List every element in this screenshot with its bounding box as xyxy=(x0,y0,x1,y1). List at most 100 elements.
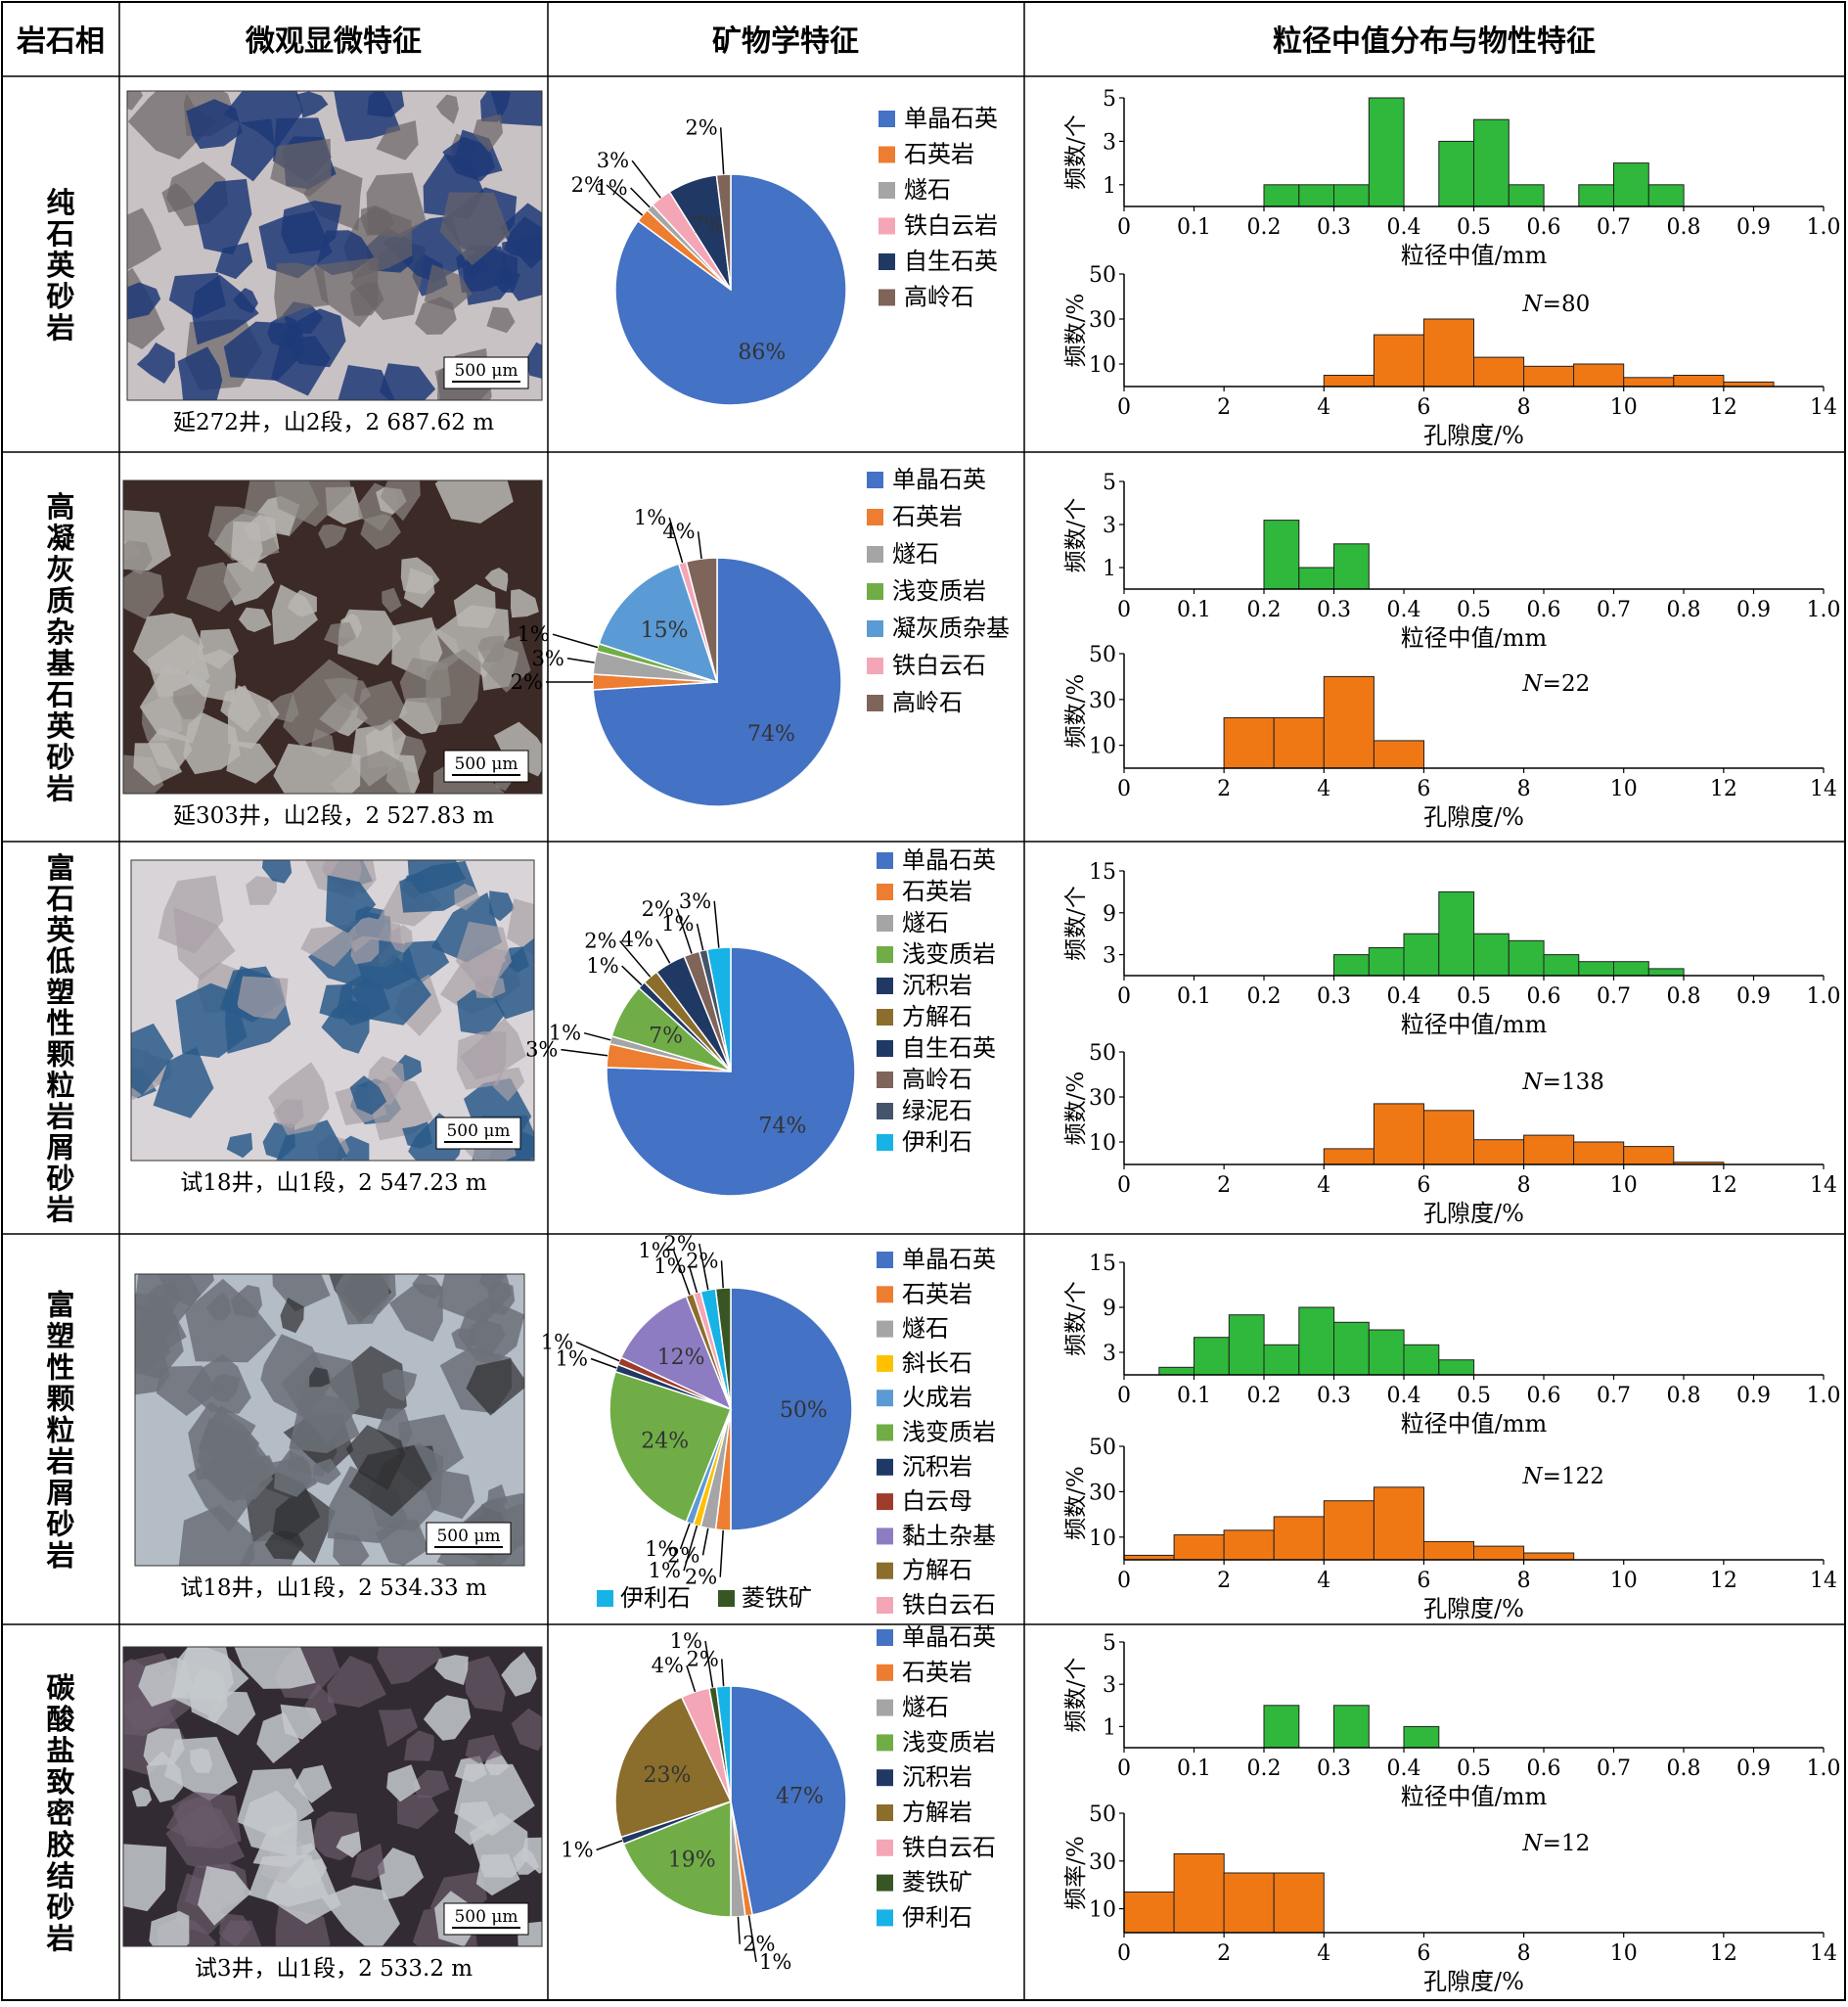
legend-label: 高岭石 xyxy=(892,689,963,716)
legend-swatch-铁白云石 xyxy=(867,658,883,674)
pie-value-label: 1% xyxy=(759,1950,791,1974)
x-tick-label: 4 xyxy=(1317,1941,1330,1966)
legend-swatch-单晶石英 xyxy=(877,1252,893,1268)
mineral-grain xyxy=(466,1358,524,1416)
x-tick-label: 0.7 xyxy=(1597,984,1631,1009)
mineral-grain xyxy=(309,1367,331,1388)
legend-label: 方解岩 xyxy=(902,1799,972,1826)
legend-swatch-火成岩 xyxy=(877,1390,893,1407)
mineral-grain xyxy=(178,1505,255,1566)
legend-swatch-浅变质岩 xyxy=(877,1424,893,1441)
legend-label: 高岭石 xyxy=(904,284,974,311)
x-tick-label: 0.6 xyxy=(1527,1756,1561,1781)
pie-value-label: 1% xyxy=(654,1254,686,1278)
pie-value-label: 7% xyxy=(649,1025,683,1049)
pie-value-label: 1% xyxy=(556,1347,588,1371)
y-tick-label: 1 xyxy=(1103,557,1116,581)
x-tick-label: 8 xyxy=(1517,1941,1531,1966)
facies-char: 砂 xyxy=(46,1508,74,1541)
x-tick-label: 0 xyxy=(1117,1756,1131,1781)
histogram-bar xyxy=(1623,1146,1675,1165)
facies-char: 石 xyxy=(45,678,74,711)
mineral-grain xyxy=(470,1318,506,1357)
facies-char: 英 xyxy=(46,709,75,743)
legend-label: 燧石 xyxy=(902,1694,949,1721)
histogram-bar xyxy=(1323,675,1375,769)
histogram-bar xyxy=(1523,1552,1575,1561)
mineral-grain xyxy=(473,114,503,153)
mineral-grain xyxy=(325,875,377,934)
legend-label: 白云母 xyxy=(902,1487,972,1515)
legend-swatch-伊利石 xyxy=(877,1134,893,1151)
mineral-grain xyxy=(422,1469,475,1520)
y-tick-label: 30 xyxy=(1089,1481,1116,1505)
histogram-bar xyxy=(1263,184,1300,207)
mineral-grain xyxy=(404,1730,434,1761)
x-tick-label: 0.8 xyxy=(1667,598,1701,622)
facies-char: 密 xyxy=(46,1797,74,1830)
y-tick-label: 10 xyxy=(1089,1527,1116,1551)
y-tick-label: 15 xyxy=(1089,860,1116,885)
legend-label: 燧石 xyxy=(904,176,951,204)
x-tick-label: 0.3 xyxy=(1317,984,1351,1009)
mineral-grain xyxy=(424,264,473,310)
porosity-histogram-5: 10 30 50 0 2 4 6 8 10 12 14 孔隙度/% 频率/% N=12 xyxy=(1063,1802,1837,1995)
porosity-histogram-4: 10 30 50 0 2 4 6 8 10 12 14 孔隙度/% 频数/% N=122 xyxy=(1063,1436,1837,1622)
x-tick-label: 2 xyxy=(1217,1569,1231,1593)
facies-char: 凝 xyxy=(46,522,75,555)
mineral-grain xyxy=(513,1847,539,1875)
pie-value-label: 1% xyxy=(638,1239,670,1262)
x-tick-label: 0 xyxy=(1117,395,1131,420)
mineral-grain xyxy=(323,677,372,711)
pie-value-label: 19% xyxy=(668,1848,716,1873)
y-axis-label: 频数/% xyxy=(1063,674,1089,749)
pie-leader-line xyxy=(704,1640,714,1688)
mineral-grain xyxy=(460,1018,526,1080)
histogram-bar xyxy=(1273,1872,1325,1934)
x-tick-label: 0.4 xyxy=(1387,215,1421,240)
pie-value-label: 86% xyxy=(738,341,786,365)
pie-leader-line xyxy=(688,1265,699,1294)
mineral-grain xyxy=(264,1530,304,1560)
micrograph-frame xyxy=(130,859,535,1162)
legend-swatch-方解岩 xyxy=(877,1804,893,1821)
histogram-bar xyxy=(1368,97,1405,207)
x-tick-label: 0.8 xyxy=(1667,215,1701,240)
histogram-bar xyxy=(1333,954,1370,977)
y-tick-label: 30 xyxy=(1089,689,1116,713)
scale-bar-box xyxy=(435,1117,521,1150)
legend-swatch-高岭石 xyxy=(867,695,883,711)
facies-char: 颗 xyxy=(46,1037,74,1071)
y-tick-label: 10 xyxy=(1089,353,1116,378)
x-tick-label: 0.9 xyxy=(1736,1756,1771,1781)
y-axis-label: 频数/个 xyxy=(1063,1281,1089,1356)
y-axis-label: 频数/% xyxy=(1063,294,1089,368)
legend-swatch-沉积岩 xyxy=(877,978,893,994)
legend-label: 火成岩 xyxy=(902,1384,972,1411)
pie-leader-line xyxy=(737,1916,741,1944)
histogram-bar xyxy=(1223,717,1275,769)
histogram-bar xyxy=(1158,1366,1195,1376)
pie-value-label: 4% xyxy=(621,928,654,951)
pie-value-label: 2% xyxy=(685,1566,717,1589)
legend-label: 绿泥石 xyxy=(902,1097,972,1124)
mineral-grain xyxy=(293,1764,333,1803)
x-tick-label: 0.8 xyxy=(1667,984,1701,1009)
legend-label: 铁白云石 xyxy=(902,1591,996,1619)
pie-slice-菱铁矿 xyxy=(714,1287,732,1410)
x-tick-label: 6 xyxy=(1417,1173,1430,1198)
mineral-grain xyxy=(133,613,204,674)
x-tick-label: 0.4 xyxy=(1387,598,1421,622)
pie-leader-line xyxy=(621,965,643,986)
mineral-grain xyxy=(321,1885,400,1946)
facies-char: 富 xyxy=(46,1289,74,1322)
y-axis-label: 频数/个 xyxy=(1063,498,1089,573)
pie-value-label: 15% xyxy=(641,618,689,643)
histogram-bar xyxy=(1613,961,1649,977)
mineral-grain xyxy=(451,1328,477,1351)
histogram-bar xyxy=(1438,1359,1475,1376)
pie-leader-line xyxy=(701,1528,709,1556)
mineral-grain xyxy=(312,1458,341,1485)
mineral-grain xyxy=(194,178,252,255)
histogram-bar xyxy=(1473,356,1525,388)
